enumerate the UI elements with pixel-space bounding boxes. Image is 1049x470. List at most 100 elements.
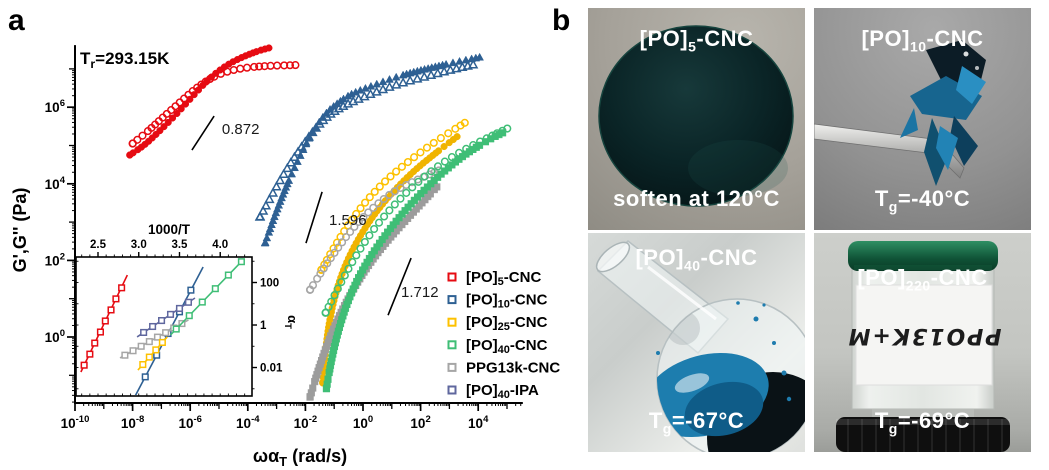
series-PO40-CNC-Gpp: [321, 124, 512, 317]
vial-paper-label: [855, 284, 993, 386]
inset-data-point: [139, 360, 147, 369]
cap-ribs: [847, 419, 1003, 452]
blue-film-flap: [900, 108, 918, 138]
blue-speckles: [656, 301, 792, 426]
inset-data-point: [162, 329, 170, 337]
inset-data-point: [224, 271, 232, 279]
inset-y-tick-label: 0.01: [260, 363, 283, 375]
legend-item: [PO]40-CNC: [447, 337, 548, 356]
po10-spatula-graphic: [814, 40, 986, 186]
legend-marker: [447, 385, 457, 395]
slope-annotation: 0.872: [191, 115, 259, 151]
photo-po5-cnc: [PO]5-CNC soften at 120°C: [588, 8, 805, 230]
inset-x-axis-title: 1000/T: [148, 222, 191, 237]
x-tick-label: 104: [468, 414, 489, 431]
inset-series-PO40: [169, 258, 245, 336]
x-tick-label: 10-4: [236, 414, 260, 431]
legend-item: [PO]25-CNC: [447, 314, 548, 333]
inset-data-point: [211, 285, 219, 293]
legend-label: [PO]40-CNC: [466, 337, 548, 356]
glint2: [975, 66, 979, 70]
inset-data-point: [141, 373, 149, 381]
y-axis-ticks: [67, 68, 75, 403]
green-band-shadow: [854, 265, 992, 270]
legend-label: [PO]25-CNC: [466, 314, 548, 333]
inset-data-point: [80, 361, 88, 369]
photo-caption: Tg=-40°C: [874, 185, 971, 214]
inset-y-tick-label: 1: [260, 320, 267, 332]
legend-label: [PO]40-IPA: [466, 382, 539, 401]
inset-series: [80, 258, 245, 395]
x-tick-label: 102: [410, 414, 430, 431]
y-tick-label: 102: [45, 251, 65, 268]
slope-annotation: 1.596: [305, 191, 367, 244]
inset-x-tick-label: 3.5: [171, 239, 188, 251]
inset-data-point: [129, 347, 137, 355]
inset-data-point: [118, 284, 126, 292]
blue-liquid-core: [684, 381, 764, 437]
inset-data-point: [112, 295, 120, 303]
y-tick-label: 104: [45, 175, 66, 192]
inset-y-tick-label: 100: [260, 278, 279, 290]
inset-data-point: [237, 258, 245, 266]
po40-flask-graphic: [595, 240, 805, 452]
legend-marker: [447, 362, 457, 372]
svg-text:1.712: 1.712: [401, 284, 439, 301]
legend-item: [PO]5-CNC: [447, 269, 541, 288]
inset-data-point: [140, 328, 148, 337]
vial-neck: [872, 409, 974, 419]
inset-data-point: [145, 353, 153, 361]
legend-marker: [447, 340, 457, 350]
photo-caption: Tg=-67°C: [648, 407, 745, 436]
legend-item: [PO]10-CNC: [447, 292, 548, 311]
series-PO40-CNC-Gp: [322, 129, 507, 393]
y-tick-label: 100: [45, 328, 65, 345]
series-PO5-CNC-Gp: [126, 44, 273, 159]
inset-data-point: [184, 298, 192, 306]
legend-label: PPG13k-CNC: [466, 359, 560, 376]
photo-title: [PO]10-CNC: [861, 26, 984, 55]
photo-caption: soften at 120°C: [613, 185, 780, 211]
x-tick-label: 10-10: [61, 414, 90, 431]
inset-data-point: [172, 325, 180, 333]
photo-title: [PO]220-CNC: [857, 265, 988, 294]
inset-series-PO40IPA: [136, 297, 196, 338]
photo-title: [PO]5-CNC: [639, 26, 754, 55]
po220-vial-graphic: PPO13K+M: [836, 241, 1010, 452]
legend-item: [PO]40-IPA: [447, 382, 539, 401]
inset-data-point: [187, 286, 195, 294]
inset-data-point: [145, 338, 153, 346]
slope-annotation: 1.712: [387, 257, 439, 316]
legend-label: [PO]5-CNC: [466, 269, 541, 288]
series-PO10-CNC-Gp: [260, 52, 484, 247]
y-axis-title: G',G'' (Pa): [10, 188, 30, 273]
inset-data-point: [121, 351, 129, 359]
blue-film-strip3: [936, 126, 958, 170]
inset-data-point: [198, 298, 206, 306]
series-PO25-CNC-Gpp: [317, 118, 469, 275]
panel-b-label: b: [552, 4, 571, 37]
inset-data-point: [137, 342, 145, 350]
inset-data-point: [152, 346, 160, 354]
inset-series-PO5: [80, 274, 129, 373]
x-axis-title: ωαT (rad/s): [253, 446, 347, 469]
x-tick-label: 100: [353, 414, 373, 431]
photo-po10-cnc: [PO]10-CNC Tg=-40°C: [814, 8, 1031, 230]
inset-x-tick-label: 4.0: [212, 239, 228, 251]
series-PPG13k-CNC-Gpp: [305, 166, 443, 294]
inset-data-point: [158, 316, 166, 325]
flask-mouth: [595, 241, 631, 273]
reference-temperature-annotation: Tr=293.15K: [80, 49, 170, 71]
inset-plot: 2.5 3.0 3.5 4.0 1000/T 100 1 0.01 αT: [75, 222, 300, 397]
legend-marker: [447, 295, 457, 305]
inset-data-point: [86, 350, 94, 358]
panel-a-label: a: [8, 4, 25, 37]
blue-film-strip: [924, 118, 948, 186]
vial-green-liquid-band: [848, 241, 998, 271]
legend-label: [PO]10-CNC: [466, 292, 548, 311]
liquid-highlight: [674, 373, 710, 393]
photo-po40-cnc: [PO]40-CNC Tg=-67°C: [588, 233, 805, 452]
inset-data-point: [149, 322, 157, 331]
vial-black-cap: [836, 417, 1010, 452]
inset-data-point: [166, 310, 175, 318]
